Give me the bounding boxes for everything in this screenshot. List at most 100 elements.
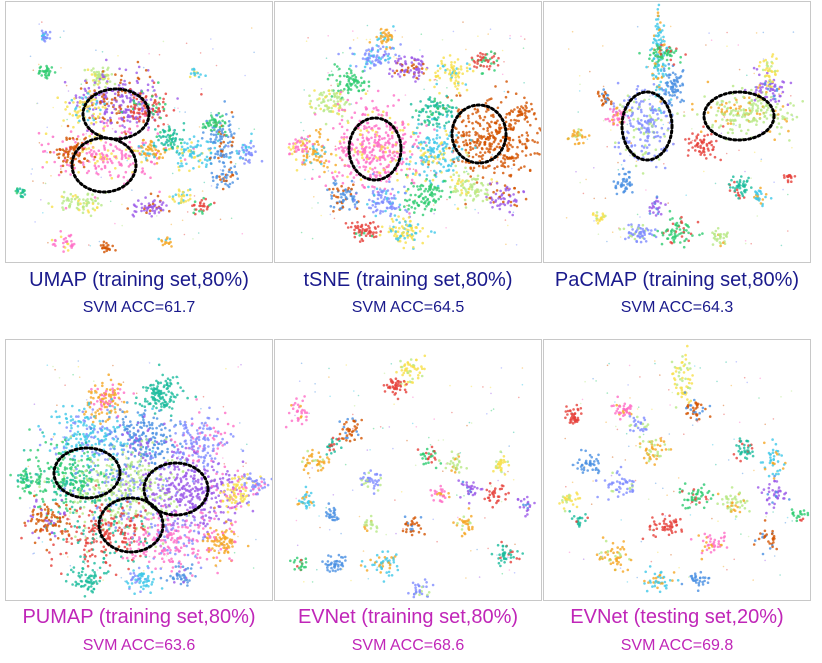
data-point [372,55,375,59]
data-point [141,141,144,145]
data-point [367,142,371,145]
data-point [464,124,468,128]
cluster [510,101,538,123]
data-point [214,133,218,136]
data-point [412,66,416,70]
data-point [222,179,226,182]
data-point [175,132,179,136]
data-point [345,135,349,139]
data-point [94,121,98,124]
data-point [289,148,293,151]
data-point [372,107,376,110]
data-point [672,78,676,82]
data-point [340,125,344,129]
data-point [770,55,774,58]
noise-point [685,194,687,196]
data-point [731,84,735,88]
data-point [108,170,111,174]
data-point [361,156,364,159]
data-point [117,93,120,97]
cluster [676,80,804,142]
data-point [388,46,392,49]
data-point [104,85,107,89]
data-point [97,115,100,118]
data-point [221,169,225,172]
data-point [417,188,420,191]
data-point [91,207,95,210]
data-point [413,74,416,77]
data-point [410,61,414,64]
data-point [632,125,635,128]
data-point [420,123,423,126]
data-point [516,145,519,149]
data-point [352,176,356,179]
data-point [66,249,70,252]
data-point [81,161,85,164]
data-point [190,141,193,144]
data-point [435,161,439,165]
data-point [662,63,665,67]
data-point [786,103,790,106]
data-point [663,135,666,138]
data-point [508,113,511,116]
data-point [355,85,359,89]
data-point [338,67,341,71]
noise-point [38,23,40,25]
noise-point [365,38,368,41]
noise-point [708,32,710,34]
data-point [132,110,135,114]
data-point [427,98,430,101]
data-point [431,113,434,116]
data-point [750,98,754,102]
data-point [102,160,105,164]
data-point [662,88,666,92]
data-point [509,127,512,131]
data-point [468,187,471,191]
data-point [69,173,72,176]
data-point [493,167,496,170]
data-point [120,149,124,153]
cluster [409,94,460,128]
data-point [456,58,460,61]
data-point [481,154,485,157]
data-point [748,101,751,105]
data-point [383,147,387,150]
data-point [129,163,132,166]
noise-point [496,159,499,161]
data-point [124,68,128,72]
data-point [362,231,366,235]
data-point [438,76,441,80]
data-point [51,243,55,246]
noise-point [173,107,176,109]
data-point [479,51,482,55]
data-point [461,182,465,185]
data-point [103,117,106,121]
data-point [645,65,648,69]
data-point [511,213,514,217]
data-point [62,119,65,122]
data-point [413,238,416,241]
data-point [74,145,78,149]
noise-point [330,84,332,87]
data-point [625,110,629,113]
data-point [388,200,392,203]
data-point [498,123,501,127]
data-point [184,200,188,203]
data-point [660,102,664,105]
data-point [414,162,418,165]
data-point [655,27,659,31]
data-point [417,69,421,72]
data-point [402,142,406,145]
data-point [199,204,202,208]
data-point [352,183,355,186]
data-point [440,189,444,193]
data-point [60,195,64,198]
data-point [140,209,143,213]
data-point [389,212,393,216]
data-point [792,104,795,107]
noise-point [750,177,752,179]
data-point [340,158,344,162]
data-point [709,106,713,109]
data-point [192,211,195,215]
noise-point [329,213,332,216]
